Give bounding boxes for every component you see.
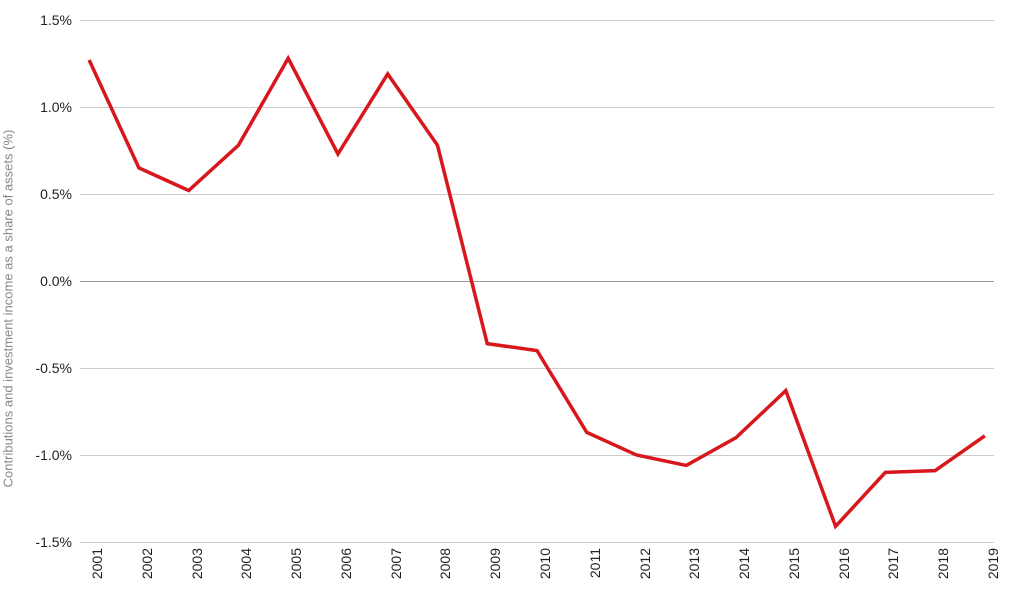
x-tick-label: 2001 [89,548,105,579]
x-tick-label: 2005 [288,548,304,579]
x-tick-label: 2009 [487,548,503,579]
y-tick-label: -1.0% [35,447,72,463]
plot-area: 1.5%1.0%0.5%0.0%-0.5%-1.0%-1.5%200120022… [80,20,994,542]
x-tick-label: 2014 [736,548,752,579]
y-tick-label: 0.0% [40,273,72,289]
x-tick-label: 2010 [537,548,553,579]
chart-container: Contributions and investment income as a… [0,0,1024,602]
y-tick-label: -0.5% [35,360,72,376]
data-line [89,58,985,526]
x-tick-label: 2007 [388,548,404,579]
x-tick-label: 2015 [786,548,802,579]
x-tick-label: 2016 [836,548,852,579]
x-tick-label: 2012 [637,548,653,579]
x-tick-label: 2019 [985,548,1001,579]
x-tick-label: 2013 [686,548,702,579]
y-tick-label: 0.5% [40,186,72,202]
y-tick-label: 1.5% [40,12,72,28]
chart-svg [80,20,994,542]
y-tick-label: -1.5% [35,534,72,550]
x-tick-label: 2018 [935,548,951,579]
x-tick-label: 2017 [885,548,901,579]
x-tick-label: 2004 [238,548,254,579]
x-tick-label: 2003 [189,548,205,579]
y-tick-label: 1.0% [40,99,72,115]
y-axis-label: Contributions and investment income as a… [1,130,16,488]
x-tick-label: 2008 [437,548,453,579]
x-tick-label: 2006 [338,548,354,579]
x-tick-label: 2002 [139,548,155,579]
gridline [80,542,994,543]
x-tick-label: 2011 [587,548,603,578]
